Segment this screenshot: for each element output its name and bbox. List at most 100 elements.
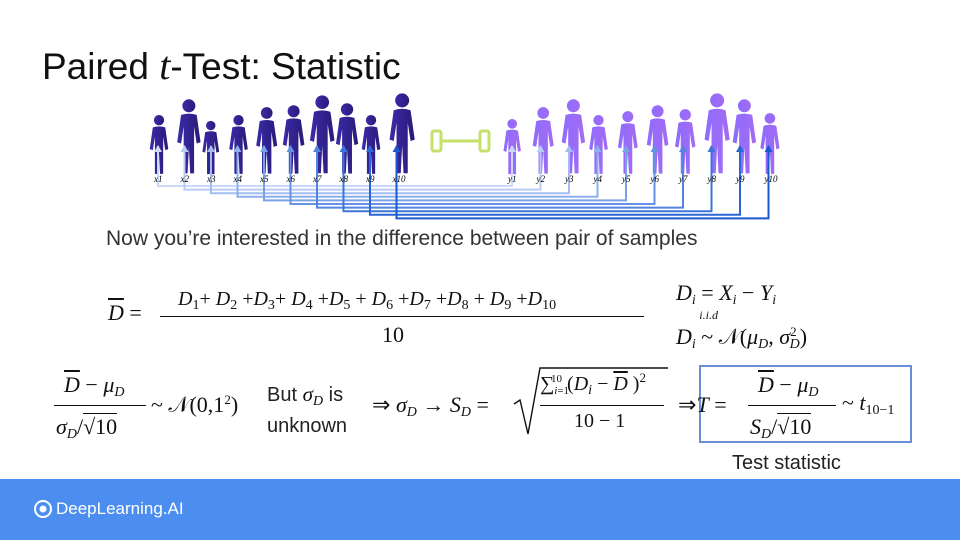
arrow-head bbox=[508, 145, 516, 152]
pairing-arrow bbox=[316, 146, 684, 209]
person-x-icon bbox=[256, 107, 278, 174]
person-x-icon bbox=[309, 95, 335, 174]
arrow-head bbox=[622, 145, 630, 152]
pairing-arrow bbox=[369, 146, 741, 216]
arrow-head bbox=[536, 145, 545, 152]
x-sample-group bbox=[149, 93, 415, 175]
brand-logo: DeepLearning.AI bbox=[34, 499, 184, 519]
arrow-head bbox=[593, 145, 602, 152]
person-x-icon bbox=[177, 99, 201, 174]
pairing-arrow bbox=[289, 146, 656, 205]
t-arrow: ⇒T = bbox=[678, 392, 727, 417]
square-root-sign bbox=[513, 367, 668, 435]
y-sample-label: y8 bbox=[707, 174, 717, 184]
sigma-unknown-note: But σD is unknown bbox=[267, 382, 348, 437]
t-numerator: D − μD bbox=[758, 372, 819, 400]
person-y-icon bbox=[561, 99, 586, 174]
t-fraction-bar bbox=[748, 405, 836, 407]
person-x-icon bbox=[149, 115, 169, 174]
x-sample-label: x1 bbox=[153, 174, 163, 184]
y-sample-group bbox=[503, 93, 780, 175]
arrow-head bbox=[313, 145, 321, 152]
arrow-head bbox=[679, 145, 687, 152]
sigma-to-s-arrow: ⇒ σD → SD = bbox=[372, 392, 489, 420]
pairing-arrow bbox=[157, 146, 513, 187]
pairing-arrow bbox=[263, 146, 627, 202]
x-sample-label: x2 bbox=[180, 174, 190, 184]
mean-difference-lhs: D = bbox=[108, 300, 142, 325]
standardized-numerator: D − μD bbox=[64, 372, 125, 400]
mean-numerator: D1+ D2 +D3+ D4 +D5 + D6 +D7 +D8 + D9 +D1… bbox=[178, 288, 557, 313]
pairing-arrow bbox=[210, 146, 570, 195]
x-sample-label: x6 bbox=[286, 174, 296, 184]
standardized-fraction-bar bbox=[54, 405, 146, 407]
sd-fraction-bar bbox=[540, 405, 664, 407]
person-y-icon bbox=[760, 113, 780, 174]
pairing-arrow bbox=[183, 146, 542, 191]
test-statistic-box bbox=[699, 365, 912, 443]
arrow-head bbox=[650, 145, 659, 152]
person-y-icon bbox=[704, 93, 730, 174]
person-y-icon bbox=[532, 107, 554, 174]
x-sample-label: x10 bbox=[392, 174, 406, 184]
person-y-icon bbox=[589, 115, 608, 174]
person-y-icon bbox=[732, 99, 757, 174]
x-sample-label: x3 bbox=[206, 174, 216, 184]
x-sample-label: x4 bbox=[233, 174, 243, 184]
t-denominator: SD/√10 bbox=[750, 413, 812, 442]
x-sample-label: x5 bbox=[259, 174, 269, 184]
y-sample-label: y2 bbox=[536, 174, 546, 184]
standard-normal-dist: ~ 𝒩(0,12) bbox=[151, 392, 239, 417]
arrow-head bbox=[286, 145, 295, 152]
mean-denominator: 10 bbox=[382, 322, 404, 347]
arrow-head bbox=[180, 145, 189, 152]
y-sample-label: y7 bbox=[678, 174, 688, 184]
person-y-icon bbox=[675, 109, 696, 174]
difference-definition: Di = Xi − Yi bbox=[676, 280, 777, 308]
y-sample-label: y1 bbox=[507, 174, 517, 184]
footer-bar bbox=[0, 479, 960, 540]
arrow-head bbox=[392, 145, 401, 152]
standardized-denominator: σD/√10 bbox=[56, 413, 118, 442]
pairing-arrow bbox=[342, 146, 713, 213]
pairing-connector-icon bbox=[430, 129, 491, 153]
slide-title: Paired t-Test: Statistic bbox=[42, 43, 401, 88]
pairing-arrow bbox=[395, 146, 770, 220]
arrow-head bbox=[339, 145, 348, 152]
arrow-head bbox=[764, 145, 773, 152]
pairing-arrow bbox=[236, 146, 599, 198]
arrow-head bbox=[207, 145, 215, 152]
difference-distribution: Di i.i.d ~ 𝒩(μD, σ2D) bbox=[676, 308, 808, 352]
paired-samples-illustration: x1 x2 x3 x4 x5 x6 x7 x8 x9 x10 y1 y2 y3 y4 y5 y6 y7 y8 y9… bbox=[149, 93, 780, 220]
arrow-head bbox=[736, 145, 744, 152]
y-sample-label: y9 bbox=[735, 174, 745, 184]
y-sample-label: y4 bbox=[593, 174, 603, 184]
arrow-head bbox=[366, 145, 374, 152]
deeplearning-logo-icon bbox=[34, 500, 52, 518]
mean-fraction-bar bbox=[160, 316, 644, 318]
person-x-icon bbox=[389, 93, 415, 174]
person-x-icon bbox=[335, 103, 359, 174]
person-x-icon bbox=[282, 105, 305, 174]
x-sample-label: x8 bbox=[339, 174, 349, 184]
x-sample-label: x9 bbox=[365, 174, 375, 184]
arrow-head bbox=[707, 145, 716, 152]
arrow-head bbox=[154, 145, 162, 152]
y-sample-label: y6 bbox=[650, 174, 660, 184]
pairing-arrows bbox=[154, 145, 773, 220]
sd-denominator: 10 − 1 bbox=[574, 410, 626, 432]
x-sample-label: x7 bbox=[312, 174, 322, 184]
arrow-head bbox=[233, 145, 242, 152]
y-sample-label: y5 bbox=[621, 174, 631, 184]
arrow-head bbox=[260, 145, 268, 152]
sd-numerator: ∑i=110 (Di − D )2 bbox=[540, 370, 646, 398]
arrow-head bbox=[565, 145, 573, 152]
y-sample-label: y3 bbox=[564, 174, 574, 184]
person-y-icon bbox=[617, 111, 638, 174]
y-sample-label: y10 bbox=[764, 174, 778, 184]
person-y-icon bbox=[646, 105, 669, 174]
subtitle: Now you’re interested in the difference … bbox=[106, 227, 698, 250]
person-x-icon bbox=[229, 115, 248, 174]
test-statistic-label: Test statistic bbox=[732, 452, 841, 474]
person-x-icon bbox=[361, 115, 381, 174]
